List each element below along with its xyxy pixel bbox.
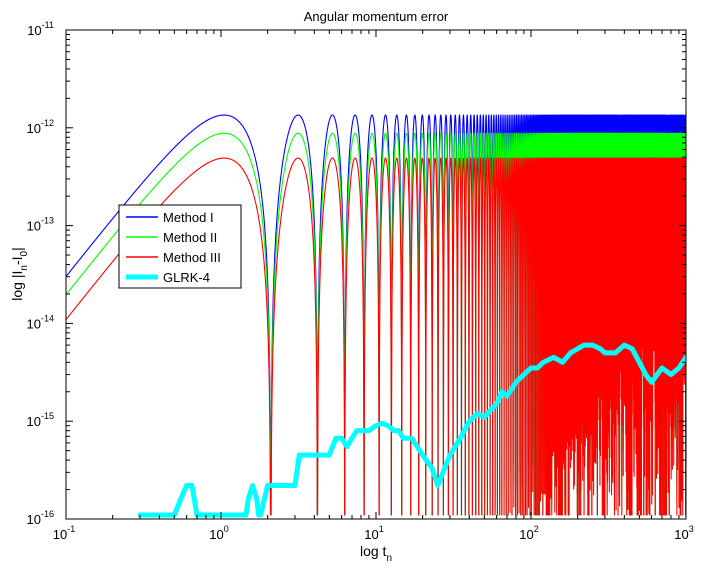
x-axis-label-base: log t — [360, 543, 387, 559]
y-tick-label: 10-15 — [27, 411, 54, 429]
y-axis-label-part-2: -I — [9, 256, 25, 265]
series-line-glrk-4 — [137, 342, 686, 518]
x-axis-label-subscript: n — [386, 553, 392, 564]
y-tick-label: 10-12 — [27, 118, 54, 136]
y-tick-label: 10-16 — [27, 509, 54, 527]
x-tick-label: 100 — [209, 524, 228, 542]
y-tick-label: 10-13 — [27, 216, 54, 234]
legend-label-method-i: Method I — [163, 210, 214, 225]
tick-layer: 10-1 100 101 102 103 10-16 10-15 10-14 10-13 10-1… — [27, 20, 694, 542]
y-tick-label: 10-14 — [27, 313, 54, 331]
x-tick-label: 102 — [519, 524, 538, 542]
y-axis-label-part-3: | — [9, 247, 25, 251]
chart-title: Angular momentum error — [304, 9, 449, 24]
x-tick-label: 10-1 — [53, 524, 75, 542]
x-tick-label: 101 — [364, 524, 383, 542]
y-axis-label: log |In-I0| — [9, 247, 30, 300]
y-axis-label-sub-2: 0 — [19, 250, 30, 256]
legend-box — [118, 204, 242, 289]
legend-label-glrk-4: GLRK-4 — [163, 270, 210, 285]
y-tick-label: 10-11 — [27, 20, 54, 38]
y-axis-label-part-1: log |I — [9, 271, 25, 301]
series-layer — [66, 114, 686, 518]
legend-label-method-ii: Method II — [163, 230, 217, 245]
legend: Method I Method II Method III GLRK-4 — [118, 204, 242, 289]
legend-label-method-iii: Method III — [163, 250, 221, 265]
y-axis-label-sub-1: n — [19, 265, 30, 271]
x-axis-label: log tn — [360, 543, 392, 564]
series-line-method-iii — [66, 157, 686, 516]
x-tick-label: 103 — [674, 524, 693, 542]
